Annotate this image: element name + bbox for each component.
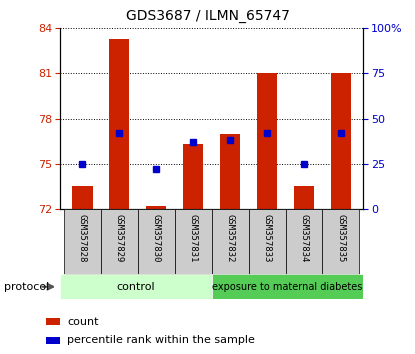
Bar	[220, 134, 240, 209]
Bar	[109, 39, 129, 209]
Bar	[175, 209, 212, 274]
Text: GSM357830: GSM357830	[152, 214, 161, 262]
Text: exposure to maternal diabetes: exposure to maternal diabetes	[212, 282, 363, 292]
Bar	[72, 186, 93, 209]
Text: GSM357829: GSM357829	[115, 214, 124, 262]
Bar	[249, 209, 286, 274]
Bar	[101, 209, 138, 274]
Bar	[46, 337, 61, 344]
Text: GSM357833: GSM357833	[263, 214, 271, 262]
Text: count: count	[67, 316, 98, 327]
Bar	[46, 318, 61, 325]
Text: GSM357832: GSM357832	[226, 214, 234, 262]
Bar	[294, 186, 314, 209]
Text: protocol: protocol	[4, 282, 49, 292]
Text: GSM357835: GSM357835	[337, 214, 345, 262]
Bar	[64, 209, 101, 274]
Text: percentile rank within the sample: percentile rank within the sample	[67, 335, 255, 345]
Bar	[146, 206, 166, 209]
Text: GSM357834: GSM357834	[300, 214, 308, 262]
Bar	[257, 74, 277, 209]
Bar	[138, 209, 175, 274]
Bar	[322, 209, 359, 274]
Bar	[286, 209, 322, 274]
Text: control: control	[117, 282, 155, 292]
Bar	[212, 274, 363, 299]
Bar	[60, 274, 212, 299]
Text: GSM357828: GSM357828	[78, 214, 87, 262]
Bar	[183, 144, 203, 209]
Bar	[212, 209, 249, 274]
Text: GSM357831: GSM357831	[189, 214, 198, 262]
Text: GDS3687 / ILMN_65747: GDS3687 / ILMN_65747	[126, 9, 289, 23]
Bar	[331, 74, 351, 209]
